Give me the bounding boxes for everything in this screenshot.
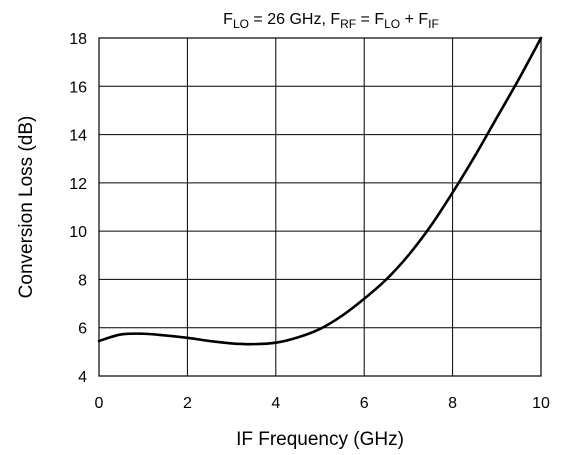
- x-tick-label: 8: [448, 395, 457, 412]
- y-tick-label: 18: [69, 31, 87, 48]
- title-text: + F: [400, 11, 428, 28]
- series-group: [97, 36, 543, 346]
- y-tick-label: 14: [69, 128, 87, 145]
- title-text: = 26 GHz, F: [249, 11, 340, 28]
- y-tick-label: 8: [78, 272, 87, 289]
- y-tick-label: 16: [69, 79, 87, 96]
- x-axis-label: IF Frequency (GHz): [236, 429, 404, 450]
- y-tick-labels: 4 6 8 10 12 14 16 18: [69, 31, 87, 386]
- x-tick-label: 0: [95, 395, 104, 412]
- series-line: [97, 36, 543, 346]
- y-tick-label: 10: [69, 224, 87, 241]
- y-tick-label: 6: [78, 321, 87, 338]
- title-subscript: LO: [233, 17, 249, 31]
- y-tick-label: 12: [69, 176, 87, 193]
- title-subscript: LO: [384, 17, 400, 31]
- x-tick-labels: 0 2 4 6 8 10: [95, 395, 550, 412]
- title-subscript: RF: [340, 17, 356, 31]
- grid: [99, 38, 541, 376]
- title-subscript: IF: [428, 17, 439, 31]
- x-tick-label: 2: [183, 395, 192, 412]
- title-text: = F: [356, 11, 384, 28]
- title-text: F: [223, 11, 233, 28]
- y-tick-label: 4: [78, 369, 87, 386]
- x-tick-label: 6: [360, 395, 369, 412]
- x-tick-label: 4: [271, 395, 280, 412]
- plot-frame: [98, 37, 542, 377]
- x-tick-label: 10: [532, 395, 550, 412]
- y-axis-label: Conversion Loss (dB): [16, 116, 37, 299]
- chart-title: FLO = 26 GHz, FRF = FLO + FIF: [223, 11, 439, 31]
